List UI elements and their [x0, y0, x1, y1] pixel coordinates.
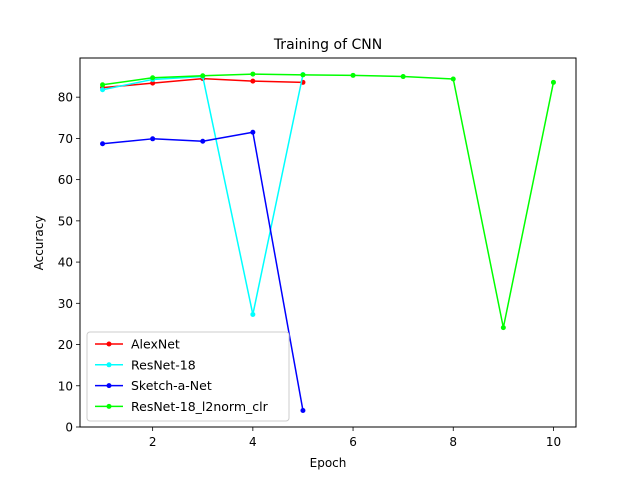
y-tick-label: 70	[58, 132, 73, 146]
data-point	[300, 408, 306, 414]
y-tick-label: 40	[58, 256, 73, 270]
data-point	[500, 325, 506, 331]
data-point	[450, 76, 456, 82]
legend-marker	[106, 341, 112, 347]
data-point	[200, 73, 206, 79]
data-point	[400, 74, 406, 80]
legend-marker	[106, 383, 112, 389]
x-tick-label: 10	[546, 435, 561, 449]
data-point	[300, 72, 306, 78]
legend-label: ResNet-18	[131, 357, 196, 372]
axes: 2 4 6 8 10 0 10 20 30 40 50 60 70 80	[58, 91, 561, 449]
y-tick-label: 60	[58, 173, 73, 187]
legend-label: ResNet-18_l2norm_clr	[131, 399, 269, 414]
series-2	[100, 129, 306, 414]
y-tick-label: 0	[65, 421, 73, 435]
legend-label: AlexNet	[131, 337, 180, 352]
data-point	[100, 82, 106, 88]
plot-frame	[79, 57, 577, 428]
legend-box	[86, 331, 290, 422]
chart-title: Training of CNN	[273, 37, 382, 53]
legend-marker	[106, 403, 112, 409]
data-point	[200, 138, 206, 144]
series-line-3	[102, 73, 555, 329]
legend-item-0: AlexNet	[95, 337, 180, 352]
data-point	[100, 141, 106, 147]
x-tick-label: 8	[449, 435, 457, 449]
data-point	[250, 71, 256, 77]
data-point	[150, 75, 156, 81]
y-tick-label: 20	[58, 338, 73, 352]
data-point	[550, 79, 556, 85]
legend: AlexNet ResNet-18 Sketch-a-Net ResNet-18_l2…	[86, 331, 290, 422]
legend-label: Sketch-a-Net	[131, 378, 212, 393]
legend-item-3: ResNet-18_l2norm_clr	[95, 399, 269, 414]
x-tick-label: 4	[249, 435, 257, 449]
y-tick-label: 80	[58, 91, 73, 105]
data-point	[250, 311, 256, 317]
data-point	[350, 72, 356, 78]
data-point	[150, 136, 156, 142]
x-axis-label: Epoch	[310, 456, 347, 470]
legend-item-1: ResNet-18	[95, 357, 196, 372]
x-tick-label: 2	[149, 435, 157, 449]
x-tick-label: 6	[349, 435, 357, 449]
y-axis-label: Accuracy	[32, 216, 46, 271]
y-tick-label: 50	[58, 214, 73, 228]
data-point	[250, 78, 256, 84]
plot-area	[100, 71, 556, 414]
y-tick-label: 10	[58, 379, 73, 393]
data-point	[150, 80, 156, 86]
legend-marker	[106, 362, 112, 368]
y-tick-label: 30	[58, 297, 73, 311]
legend-item-2: Sketch-a-Net	[95, 378, 212, 393]
series-3	[100, 71, 556, 331]
data-point	[100, 87, 106, 93]
data-point	[250, 129, 256, 135]
